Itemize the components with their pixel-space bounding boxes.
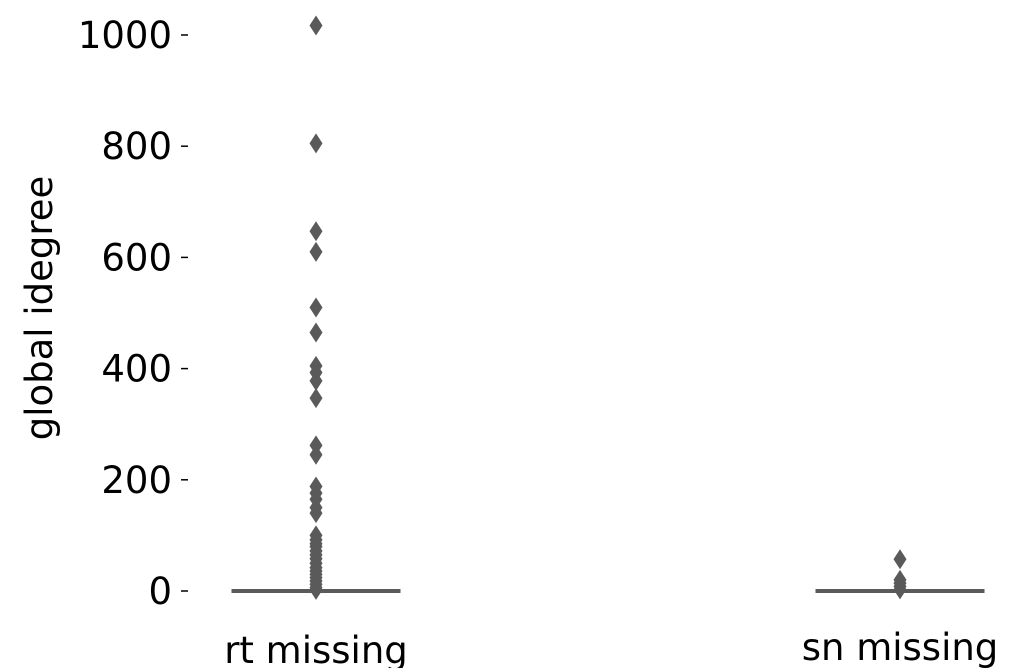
y-axis-title: global idegree <box>18 176 61 441</box>
y-tick-label: 800 <box>101 125 172 168</box>
y-tick-label: 200 <box>101 459 172 502</box>
outlier-point <box>309 221 323 242</box>
outlier-point <box>309 133 323 154</box>
y-tick-label: 1000 <box>78 14 172 57</box>
x-tick-label: sn missing <box>802 626 999 668</box>
y-tick-label: 0 <box>148 570 172 613</box>
x-axis: rt missing sn missing <box>224 626 998 668</box>
y-axis: 0 200 400 600 800 1000 <box>78 14 188 613</box>
outlier-point <box>893 579 907 600</box>
outlier-point <box>309 444 323 465</box>
outlier-point <box>309 579 323 600</box>
outlier-point <box>893 549 907 570</box>
outlier-point <box>309 503 323 524</box>
x-tick-label: rt missing <box>224 629 408 668</box>
outlier-point <box>309 370 323 391</box>
y-tick-label: 600 <box>101 236 172 279</box>
outlier-point <box>309 388 323 409</box>
outlier-point <box>309 322 323 343</box>
outlier-point <box>309 241 323 262</box>
outlier-point <box>309 297 323 318</box>
boxes <box>231 589 985 593</box>
outlier-point <box>309 15 323 36</box>
y-tick-label: 400 <box>101 348 172 391</box>
outlier-points <box>309 15 907 600</box>
